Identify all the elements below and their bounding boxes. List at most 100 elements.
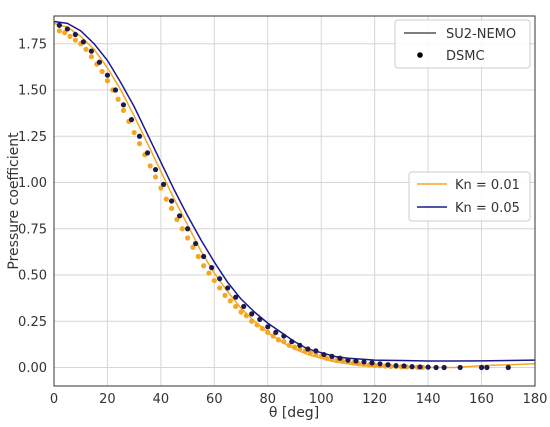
x-tick-label: 100 [309,392,334,407]
data-point [313,351,319,358]
data-point [321,351,327,358]
data-point [385,362,391,368]
data-point [115,96,121,102]
data-point [286,342,292,348]
data-point [67,33,73,39]
data-point [281,333,287,339]
data-point [478,364,485,371]
data-point [120,102,127,108]
data-point [179,226,185,232]
x-tick-label: 180 [523,392,548,407]
data-point [209,265,215,271]
data-point [88,48,95,54]
data-point [176,213,183,219]
data-point [158,185,164,191]
data-point [281,339,287,345]
y-tick-label: 1.50 [18,84,47,99]
data-point [104,78,111,84]
data-point [64,26,70,32]
data-point [345,357,351,363]
data-point [441,364,447,371]
data-point [265,324,271,330]
data-point [227,298,233,304]
data-point [112,87,119,93]
y-tick-label: 0.75 [18,222,47,237]
data-point [211,277,217,284]
data-point [217,276,223,282]
data-point [409,363,415,370]
y-tick-labels: 0.00 0.25 0.50 0.75 1.00 1.25 1.50 1.75 [18,37,47,376]
data-point [291,344,298,350]
y-axis-label: Pressure coefficient [6,132,22,270]
grid-lines [53,16,536,386]
legend-kn001-label: Kn = 0.01 [455,178,520,193]
data-point [484,364,490,371]
data-point [136,141,143,147]
data-point [457,364,463,371]
data-point [72,37,78,43]
data-point [80,39,86,45]
data-point [206,270,212,276]
data-point [337,355,343,361]
data-point [131,129,137,136]
data-point [193,240,199,247]
data-point [323,355,330,361]
data-point [241,303,247,310]
data-point [56,22,62,28]
data-point [104,72,111,78]
data-point [249,318,255,324]
data-point [72,31,78,38]
data-point [401,363,407,369]
plot-frame [53,15,536,387]
legend-dsmc-swatch [417,52,423,58]
data-point [273,329,279,335]
legend-su2-nemo-label: SU2-NEMO [446,27,516,42]
y-tick-label: 0.00 [18,361,47,376]
data-point [233,303,239,310]
data-point [417,364,423,370]
x-tick-label: 0 [50,392,58,407]
y-tick-label: 0.25 [18,315,47,330]
x-tick-label: 160 [469,392,494,407]
data-point [185,235,191,241]
data-point [297,342,303,348]
data-point [243,313,249,319]
data-point [329,353,335,359]
x-tick-label: 120 [362,392,387,407]
data-point [313,348,319,354]
data-point [163,196,169,202]
data-point [265,329,271,335]
x-axis-label: θ [deg] [269,405,319,421]
series-markers [56,22,511,371]
data-point [433,364,439,371]
x-tick-label: 40 [153,392,170,407]
data-point [270,333,276,339]
data-point [505,364,511,371]
legend-method: SU2-NEMO DSMC [394,19,531,69]
legend-kn: Kn = 0.01 Kn = 0.05 [408,171,531,222]
data-point [254,322,260,328]
data-point [56,28,62,34]
data-point [393,363,399,369]
data-point [259,326,266,332]
legend-kn005-label: Kn = 0.05 [455,201,520,216]
data-point [361,359,367,365]
data-point [217,285,223,291]
y-tick-label: 1.25 [18,130,47,145]
series-line-1 [53,20,536,362]
data-point [96,59,103,65]
x-tick-label: 60 [206,392,223,407]
data-point [201,263,207,269]
data-point [353,358,359,364]
data-point [120,107,127,113]
data-point [307,350,314,356]
data-point [88,54,95,60]
data-point [297,346,303,352]
data-point [289,339,295,345]
data-point [238,309,244,315]
data-point [83,46,89,52]
x-tick-label: 140 [416,392,441,407]
data-point [369,360,375,366]
data-point [174,216,180,223]
